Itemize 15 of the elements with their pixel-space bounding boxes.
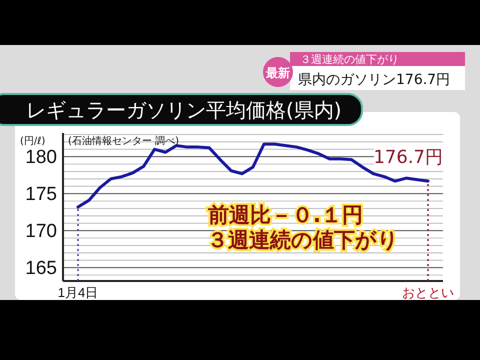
y-axis-title: (円/ℓ) xyxy=(20,136,46,147)
text: 最新 xyxy=(265,66,290,80)
text: ３週連続の値下がり xyxy=(300,53,399,66)
annotation: ３週連続の値下がり xyxy=(207,228,399,252)
chart-subtitle: 県内のガソリン176.7円 xyxy=(298,72,450,88)
y-tick-label: 180 xyxy=(25,146,57,168)
annotation: 176.7円 xyxy=(373,147,443,168)
y-tick-label: 165 xyxy=(25,258,57,279)
x-tick-label: 1月4日 xyxy=(58,285,98,300)
y-tick-label: 170 xyxy=(25,220,57,242)
annotation: 前週比－０.１円 xyxy=(207,203,363,227)
chart-title: レギュラーガソリン平均価格(県内) xyxy=(26,98,342,122)
y-tick-label: 175 xyxy=(25,184,57,205)
x-tick-label: おととい xyxy=(402,285,454,300)
annotation: (石油情報センター 調べ) xyxy=(68,135,180,147)
